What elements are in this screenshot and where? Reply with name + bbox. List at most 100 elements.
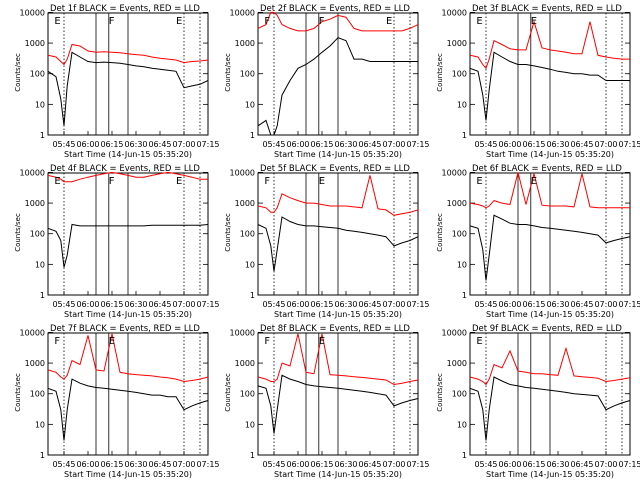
state-marker: F [264, 16, 270, 27]
chart-title: Det 1f BLACK = Events, RED = LLD [50, 4, 200, 14]
series-line-events [47, 378, 209, 441]
state-marker: E [476, 176, 482, 187]
x-tick-label: 07:00 [594, 140, 617, 149]
x-tick-label: 05:45 [52, 460, 75, 469]
chart-panel-7: Det 7f BLACK = Events, RED = LLD 1 10 100 10… [14, 324, 220, 479]
chart-panel-8: Det 8f BLACK = Events, RED = LLD 1 10 100 10… [224, 324, 430, 479]
chart-panel-4: Det 4f BLACK = Events, RED = LLD 1 10 100 10… [14, 164, 220, 319]
x-tick-label: 06:30 [124, 140, 147, 149]
y-tick-label: 10000 [20, 8, 45, 17]
series-line-events [47, 51, 209, 126]
x-tick-label: 07:00 [594, 300, 617, 309]
y-tick-label: 10 [245, 100, 255, 109]
series-line-lld [257, 175, 419, 216]
x-tick-label: 05:45 [474, 140, 497, 149]
x-tick-label: 06:30 [124, 300, 147, 309]
y-tick-label: 1 [462, 451, 467, 460]
x-tick-label: 06:15 [100, 140, 123, 149]
chart-title: Det 7f BLACK = Events, RED = LLD [50, 324, 200, 334]
series-line-lld [257, 333, 419, 386]
state-marker: E [386, 16, 392, 27]
y-tick-label: 10000 [20, 168, 45, 177]
y-tick-label: 1 [40, 451, 45, 460]
x-axis-label: Start Time (14-Jun-15 05:35:20) [64, 150, 192, 159]
y-tick-label: 10 [35, 260, 45, 269]
x-tick-label: 05:45 [262, 460, 285, 469]
x-tick-label: 07:00 [172, 460, 195, 469]
x-tick-label: 07:00 [382, 460, 405, 469]
series-line-events [257, 37, 418, 136]
y-tick-label: 100 [30, 390, 45, 399]
series-line-lld [469, 19, 630, 70]
x-tick-label: 06:30 [546, 460, 569, 469]
x-tick-label: 05:45 [52, 140, 75, 149]
y-axis-label: Counts/sec [224, 213, 232, 252]
chart-title: Det 9f BLACK = Events, RED = LLD [472, 324, 622, 334]
x-tick-label: 07:15 [406, 140, 429, 149]
state-marker: E [109, 336, 115, 347]
y-tick-label: 1 [462, 291, 467, 300]
y-tick-label: 100 [30, 230, 45, 239]
x-axis-label: Start Time (14-Jun-15 05:35:20) [486, 470, 614, 479]
x-tick-label: 06:45 [570, 140, 593, 149]
series-line-lld [47, 43, 209, 66]
x-tick-label: 07:15 [618, 300, 640, 309]
y-tick-label: 1000 [25, 359, 45, 368]
x-axis-label: Start Time (14-Jun-15 05:35:20) [274, 470, 402, 479]
x-tick-label: 06:00 [498, 140, 521, 149]
state-marker: F [264, 336, 270, 347]
y-tick-label: 10000 [230, 328, 255, 337]
chart-title: Det 3f BLACK = Events, RED = LLD [472, 4, 622, 14]
y-tick-label: 100 [452, 390, 467, 399]
x-tick-label: 06:00 [76, 300, 99, 309]
y-tick-label: 10000 [20, 328, 45, 337]
x-tick-label: 06:30 [334, 140, 357, 149]
y-tick-label: 1 [250, 291, 255, 300]
x-tick-label: 06:15 [100, 300, 123, 309]
x-tick-label: 06:45 [148, 460, 171, 469]
x-tick-label: 06:45 [358, 460, 381, 469]
x-tick-label: 06:00 [286, 300, 309, 309]
x-axis-label: Start Time (14-Jun-15 05:35:20) [64, 470, 192, 479]
y-tick-label: 1000 [447, 39, 467, 48]
x-tick-label: 06:00 [286, 460, 309, 469]
y-tick-label: 1000 [235, 359, 255, 368]
y-tick-label: 10 [245, 420, 255, 429]
x-tick-label: 07:15 [406, 300, 429, 309]
y-tick-label: 10 [35, 420, 45, 429]
x-axis-label: Start Time (14-Jun-15 05:35:20) [274, 150, 402, 159]
x-tick-label: 05:45 [474, 460, 497, 469]
y-tick-label: 1 [250, 451, 255, 460]
chart-title: Det 2f BLACK = Events, RED = LLD [260, 4, 410, 14]
series-line-lld [47, 171, 208, 183]
x-tick-label: 05:45 [52, 300, 75, 309]
y-tick-label: 1000 [447, 199, 467, 208]
x-axis-label: Start Time (14-Jun-15 05:35:20) [274, 310, 402, 319]
y-tick-label: 1000 [235, 39, 255, 48]
x-tick-label: 06:15 [100, 460, 123, 469]
series-line-lld [469, 172, 630, 209]
y-axis-label: Counts/sec [436, 373, 444, 412]
x-axis-label: Start Time (14-Jun-15 05:35:20) [486, 310, 614, 319]
x-tick-label: 06:00 [286, 140, 309, 149]
state-marker: E [54, 16, 60, 27]
chart-panel-2: Det 2f BLACK = Events, RED = LLD 1 10 100 10… [224, 4, 430, 159]
y-tick-label: 1 [462, 131, 467, 140]
x-tick-label: 06:00 [498, 460, 521, 469]
state-marker: F [319, 16, 325, 27]
y-tick-label: 10000 [442, 168, 467, 177]
x-tick-label: 07:00 [172, 300, 195, 309]
x-tick-label: 06:45 [358, 140, 381, 149]
y-tick-label: 10 [457, 260, 467, 269]
x-tick-label: 06:00 [76, 460, 99, 469]
state-marker: E [531, 176, 537, 187]
state-marker: F [109, 16, 115, 27]
x-tick-label: 05:45 [262, 300, 285, 309]
chart-panel-1: Det 1f BLACK = Events, RED = LLD 1 10 100 10… [14, 4, 220, 159]
y-axis-label: Counts/sec [14, 213, 22, 252]
state-marker: E [176, 176, 182, 187]
y-tick-label: 1000 [235, 199, 255, 208]
x-tick-label: 07:15 [406, 460, 429, 469]
y-tick-label: 100 [452, 70, 467, 79]
